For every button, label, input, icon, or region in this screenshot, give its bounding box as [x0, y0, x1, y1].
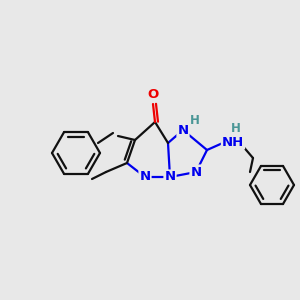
Text: NH: NH [222, 136, 244, 148]
Text: N: N [190, 166, 202, 178]
Text: N: N [140, 170, 151, 184]
Text: O: O [147, 88, 159, 101]
Text: N: N [177, 124, 189, 136]
Text: H: H [231, 122, 241, 134]
Text: N: N [164, 170, 175, 184]
Text: H: H [190, 113, 200, 127]
